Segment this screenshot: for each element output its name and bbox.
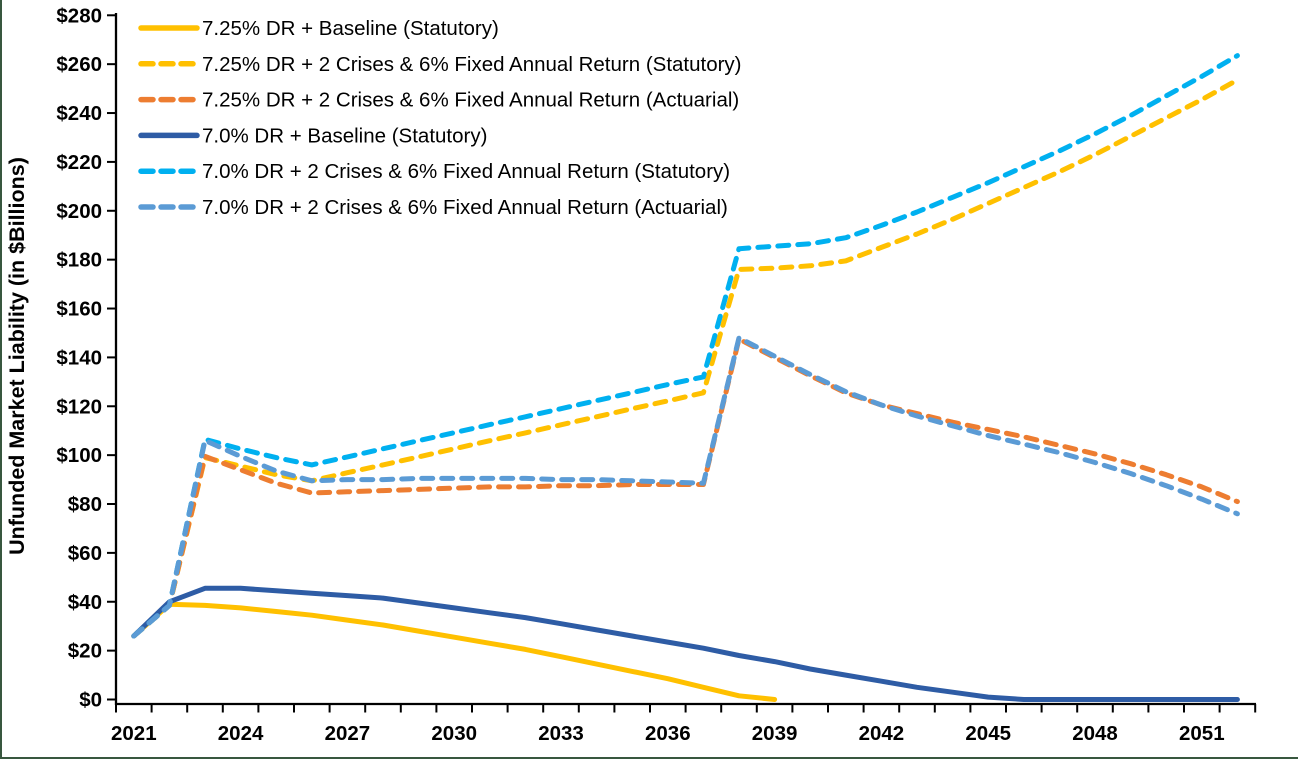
y-tick-label: $120 bbox=[56, 395, 102, 418]
x-tick-label: 2048 bbox=[1072, 722, 1118, 745]
x-tick-label: 2051 bbox=[1179, 722, 1225, 745]
series-layer bbox=[131, 53, 1240, 702]
x-tick-label: 2036 bbox=[645, 722, 691, 745]
y-tick-label: $60 bbox=[68, 542, 102, 565]
y-tick-label: $180 bbox=[56, 249, 102, 272]
series-line-4 bbox=[131, 585, 1240, 702]
y-axis-title: Unfunded Market Liability (in $Billions) bbox=[5, 157, 29, 555]
x-tick-label: 2024 bbox=[218, 722, 264, 745]
labels-layer: $0 $20 $40 $60 $80 $100 $120 $140 $160 $180 $200 $2… bbox=[56, 4, 1224, 745]
y-tick-label: $260 bbox=[56, 53, 102, 76]
y-tick-label: $40 bbox=[68, 591, 102, 614]
legend-item: 7.25% DR + 2 Crises & 6% Fixed Annual Re… bbox=[138, 89, 739, 112]
series-line-6 bbox=[131, 335, 1240, 639]
legend: 7.25% DR + Baseline (Statutory) 7.25% DR … bbox=[138, 17, 742, 219]
y-tick-label: $200 bbox=[56, 200, 102, 223]
legend-item: 7.25% DR + Baseline (Statutory) bbox=[138, 17, 499, 40]
legend-label: 7.0% DR + 2 Crises & 6% Fixed Annual Ret… bbox=[202, 160, 730, 183]
legend-label: 7.25% DR + Baseline (Statutory) bbox=[202, 17, 499, 40]
axes-layer bbox=[107, 13, 1257, 713]
legend-item: 7.0% DR + 2 Crises & 6% Fixed Annual Ret… bbox=[138, 196, 728, 219]
legend-item: 7.0% DR + Baseline (Statutory) bbox=[138, 124, 487, 147]
legend-label: 7.0% DR + Baseline (Statutory) bbox=[202, 124, 487, 147]
x-tick-label: 2033 bbox=[538, 722, 584, 745]
x-tick-label: 2045 bbox=[965, 722, 1011, 745]
page-border-left bbox=[0, 0, 2, 759]
x-tick-label: 2030 bbox=[431, 722, 477, 745]
legend-item: 7.0% DR + 2 Crises & 6% Fixed Annual Ret… bbox=[138, 160, 730, 183]
series-line-2 bbox=[131, 77, 1240, 639]
x-tick-label: 2021 bbox=[111, 722, 157, 745]
y-tick-label: $100 bbox=[56, 444, 102, 467]
page-border-bottom bbox=[0, 757, 1298, 759]
y-tick-label: $240 bbox=[56, 102, 102, 125]
x-tick-label: 2042 bbox=[859, 722, 905, 745]
legend-label: 7.0% DR + 2 Crises & 6% Fixed Annual Ret… bbox=[202, 196, 728, 219]
y-tick-label: $220 bbox=[56, 151, 102, 174]
legend-label: 7.25% DR + 2 Crises & 6% Fixed Annual Re… bbox=[202, 53, 742, 76]
y-tick-label: $160 bbox=[56, 298, 102, 321]
y-tick-label: $20 bbox=[68, 640, 102, 663]
x-tick-label: 2027 bbox=[325, 722, 371, 745]
y-tick-label: $0 bbox=[79, 689, 102, 712]
series-line-5 bbox=[131, 53, 1240, 639]
legend-label: 7.25% DR + 2 Crises & 6% Fixed Annual Re… bbox=[202, 89, 739, 112]
y-tick-label: $280 bbox=[56, 4, 102, 27]
y-tick-label: $80 bbox=[68, 493, 102, 516]
legend-item: 7.25% DR + 2 Crises & 6% Fixed Annual Re… bbox=[138, 53, 742, 76]
y-tick-label: $140 bbox=[56, 346, 102, 369]
x-tick-label: 2039 bbox=[752, 722, 798, 745]
series-line-1 bbox=[131, 601, 778, 702]
